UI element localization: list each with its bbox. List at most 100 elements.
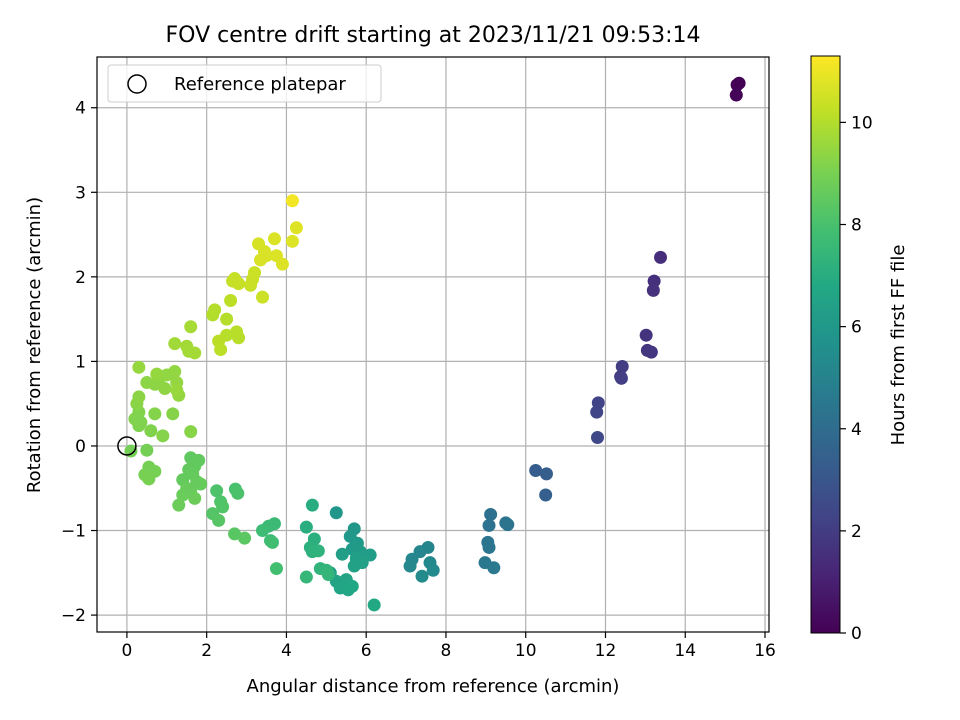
data-point [729, 88, 743, 102]
data-point [150, 367, 164, 381]
data-point [730, 78, 744, 92]
data-point [259, 249, 273, 263]
data-point [275, 257, 289, 271]
data-point [644, 345, 658, 359]
data-point [647, 274, 661, 288]
data-point [184, 320, 198, 334]
data-point [210, 484, 224, 498]
colorbar-tick-label: 10 [851, 113, 873, 133]
data-point [329, 506, 343, 520]
x-axis-label: Angular distance from reference (arcmin) [247, 676, 620, 697]
data-point [176, 488, 190, 502]
y-tick-label: −1 [61, 522, 86, 542]
data-point [646, 283, 660, 297]
data-point [321, 568, 335, 581]
data-point [156, 429, 170, 443]
x-tick-label: 10 [515, 641, 537, 661]
y-tick-label: 3 [75, 183, 86, 203]
data-point [539, 488, 553, 502]
data-point [305, 498, 319, 512]
data-point [299, 520, 313, 534]
chart-title: FOV centre drift starting at 2023/11/21 … [166, 23, 701, 48]
data-point [265, 535, 279, 549]
x-axis-ticks: 0 2 4 6 8 10 12 14 16 [121, 632, 776, 661]
data-point [168, 365, 182, 379]
colorbar-tick-label: 8 [851, 216, 862, 236]
colorbar-ticks: 0 2 4 6 8 10 [840, 113, 873, 644]
data-point [232, 331, 246, 345]
colorbar-tick-label: 4 [851, 420, 862, 440]
data-point [228, 527, 242, 541]
x-tick-label: 6 [361, 641, 372, 661]
y-tick-label: 0 [75, 437, 86, 457]
data-point [132, 360, 146, 374]
data-point [639, 328, 653, 342]
data-point [132, 390, 146, 404]
y-tick-label: −2 [61, 606, 86, 626]
data-point [267, 232, 281, 246]
data-point [591, 431, 605, 445]
reference-point-marker [117, 436, 137, 456]
x-tick-label: 2 [201, 641, 212, 661]
data-point [482, 518, 496, 532]
data-point [345, 579, 359, 593]
data-point [529, 463, 543, 477]
colorbar [810, 55, 841, 634]
y-axis-ticks: −2 −1 0 1 2 3 4 [61, 99, 97, 626]
data-point [168, 337, 182, 351]
data-point [212, 513, 226, 527]
data-point [184, 425, 198, 439]
data-point [220, 312, 234, 326]
data-point [231, 486, 245, 500]
data-point [539, 467, 553, 481]
data-point [426, 563, 440, 577]
data-point [335, 547, 349, 561]
x-tick-label: 16 [754, 641, 776, 661]
colorbar-label: Hours from first FF file [888, 245, 909, 446]
data-point [299, 570, 313, 584]
data-point [256, 524, 270, 538]
data-point [289, 221, 303, 235]
data-point [232, 277, 246, 291]
x-tick-label: 0 [121, 641, 132, 661]
data-point [208, 303, 222, 317]
legend-entry-label: Reference platepar [174, 74, 346, 95]
data-point [590, 405, 604, 419]
data-points [124, 76, 746, 612]
y-tick-label: 4 [75, 99, 86, 119]
x-tick-label: 14 [674, 641, 696, 661]
data-point [484, 507, 498, 521]
data-point [482, 540, 496, 554]
data-point [487, 561, 501, 575]
data-point [269, 562, 283, 576]
legend-box [107, 64, 382, 103]
y-tick-label: 1 [75, 352, 86, 372]
data-point [224, 294, 238, 308]
data-point [367, 598, 381, 612]
legend: Reference platepar [107, 64, 382, 103]
y-tick-label: 2 [75, 268, 86, 288]
colorbar-tick-label: 2 [851, 522, 862, 542]
x-tick-label: 8 [441, 641, 452, 661]
data-point [188, 346, 202, 360]
data-point [158, 381, 172, 395]
data-point [256, 290, 270, 304]
data-point [501, 518, 515, 532]
data-point [248, 266, 262, 280]
data-point [188, 491, 202, 505]
data-point [614, 371, 628, 385]
data-point [214, 343, 228, 357]
data-point [140, 443, 154, 457]
data-point [148, 407, 162, 421]
y-axis-label: Rotation from reference (arcmin) [24, 197, 45, 493]
colorbar-tick-label: 6 [851, 318, 862, 338]
data-point [403, 559, 417, 573]
colorbar-tick-label: 0 [851, 624, 862, 644]
data-point [238, 531, 252, 545]
data-point [166, 407, 180, 421]
data-point [347, 559, 361, 573]
x-tick-label: 4 [281, 641, 292, 661]
data-point [144, 424, 158, 438]
data-point [142, 472, 156, 486]
